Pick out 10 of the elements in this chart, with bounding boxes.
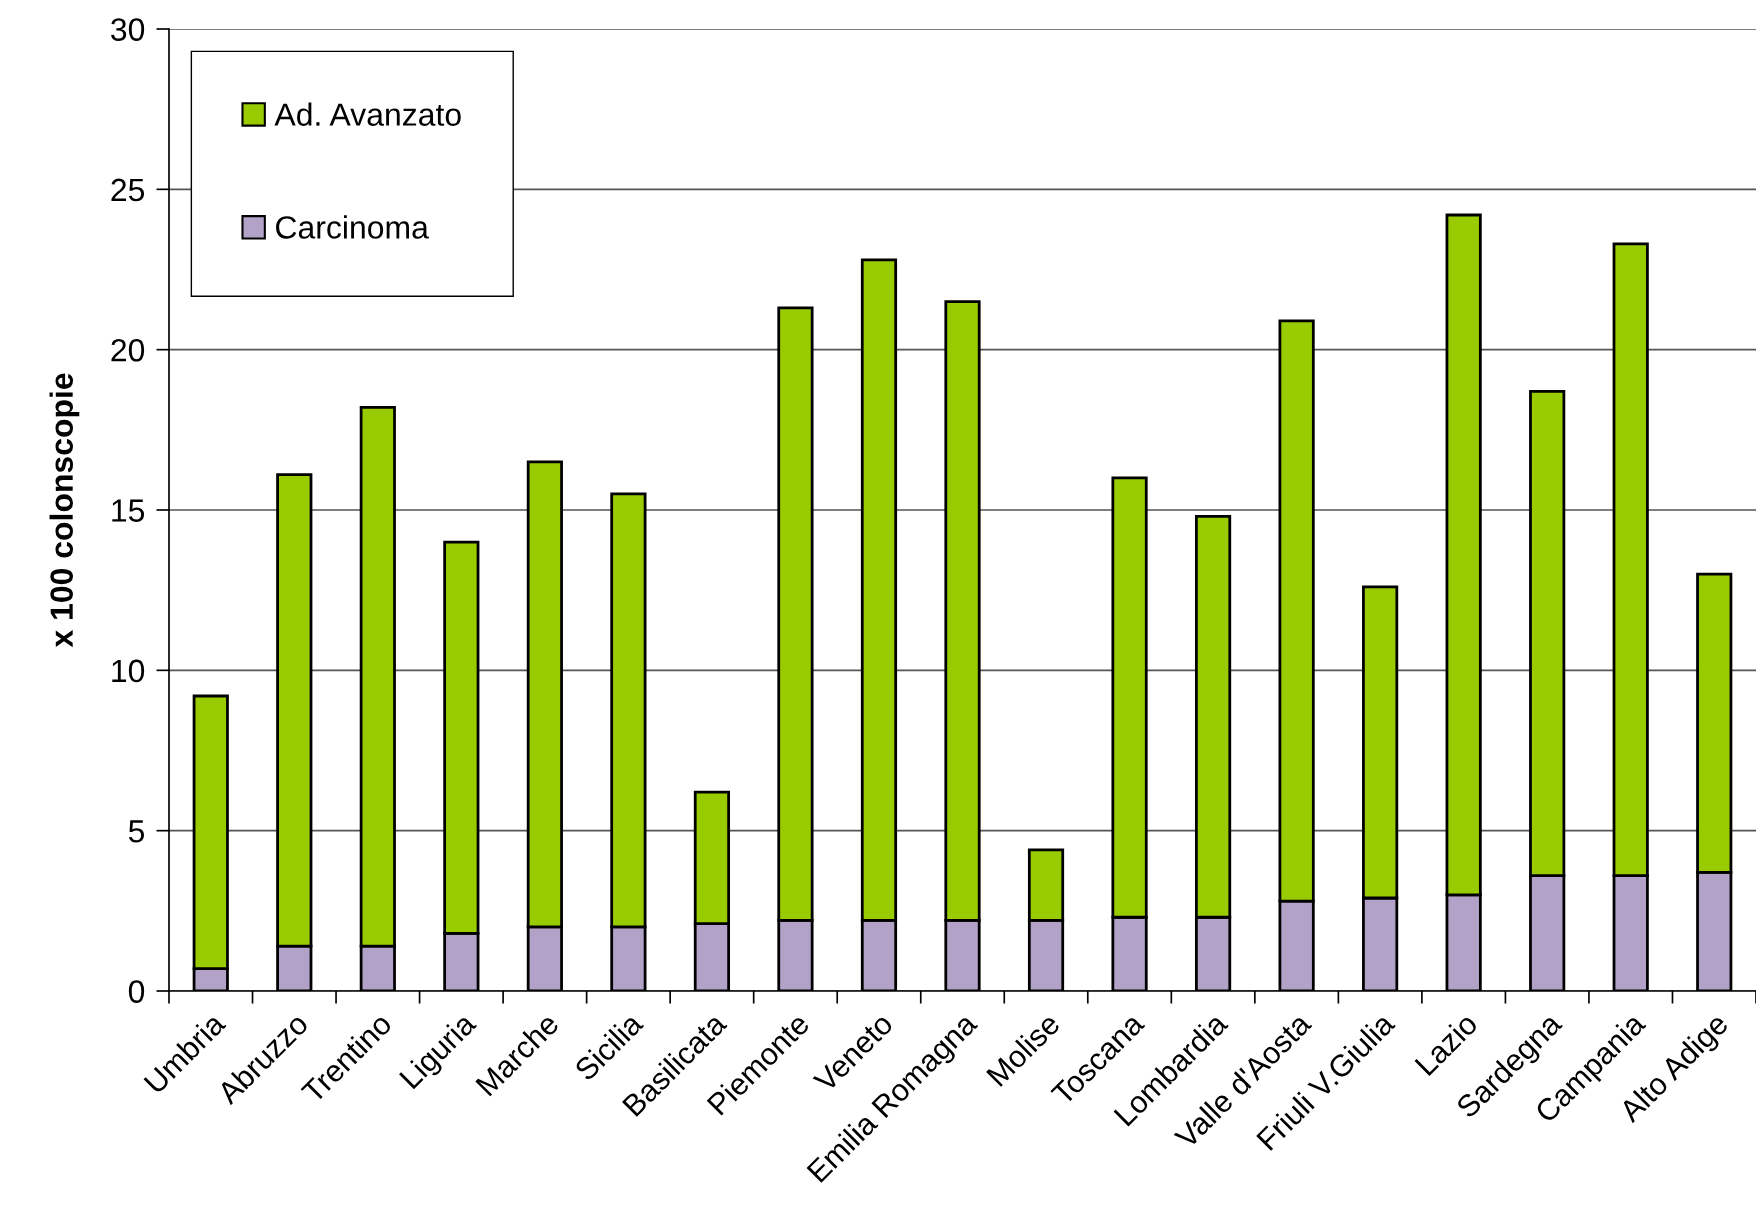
y-tick-label: 25 [111,178,145,202]
y-tick-label: 5 [128,820,145,843]
legend-label: Carcinoma [276,215,429,239]
legend-label: Ad. Avanzato [274,102,461,126]
y-tick-label: 30 [111,18,145,41]
y-tick-label: 20 [111,338,145,362]
y-tick-label: 15 [112,499,145,522]
y-tick-label: 0 [128,980,145,1003]
y-tick-label: 10 [112,659,145,683]
y-axis-title: x 100 colonscopie [49,373,80,648]
